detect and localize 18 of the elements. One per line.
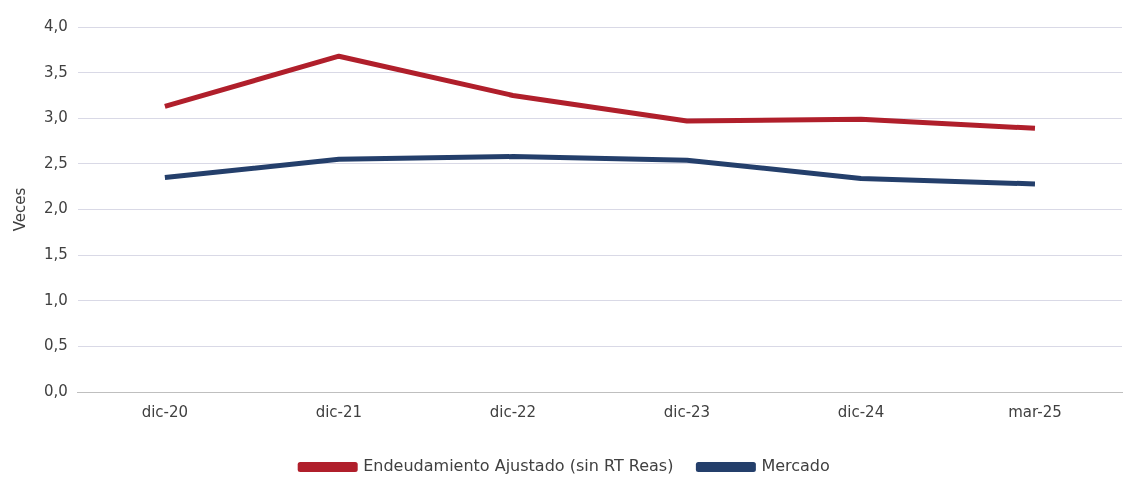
x-tick-label: dic-21 (315, 402, 363, 421)
legend-label: Endeudamiento Ajustado (sin RT Reas) (363, 456, 674, 476)
legend-label: Mercado (761, 456, 830, 476)
y-tick-label: 3,0 (44, 108, 68, 127)
y-tick-label: 2,0 (44, 199, 68, 218)
y-tick-label: 4,0 (44, 16, 68, 35)
y-tick-label: 1,0 (44, 290, 68, 309)
x-tick-label: dic-20 (141, 402, 189, 421)
y-tick-label: 3,5 (44, 62, 68, 81)
x-tick-label: mar-25 (1008, 402, 1062, 421)
y-tick-label: 0,0 (44, 381, 68, 400)
x-tick-label: dic-23 (663, 402, 711, 421)
x-tick-label: dic-22 (489, 402, 537, 421)
y-tick-label: 0,5 (44, 336, 68, 355)
x-tick-label: dic-24 (837, 402, 885, 421)
y-axis-title: Veces (10, 187, 29, 232)
y-tick-label: 1,5 (44, 245, 68, 264)
y-tick-label: 2,5 (44, 153, 68, 172)
